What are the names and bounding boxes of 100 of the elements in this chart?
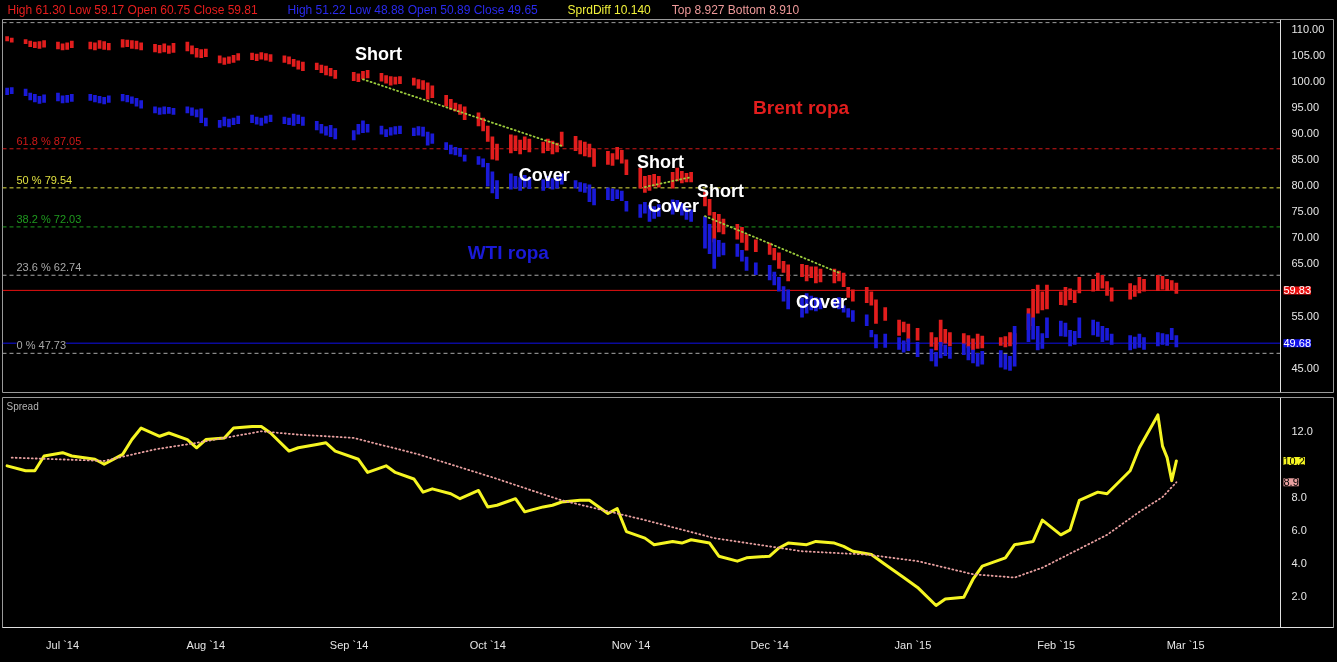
bar bbox=[291, 113, 296, 126]
x-tick-label: Feb `15 bbox=[1037, 638, 1076, 651]
bar bbox=[222, 57, 227, 65]
bar bbox=[430, 85, 435, 99]
bar bbox=[846, 308, 851, 318]
y-tick-label: 110.00 bbox=[1291, 23, 1325, 36]
bar bbox=[430, 133, 435, 144]
annotation: Cover bbox=[795, 291, 848, 312]
bar bbox=[190, 45, 194, 55]
bar bbox=[28, 92, 33, 101]
bar bbox=[735, 223, 740, 240]
bar bbox=[291, 59, 296, 67]
bar bbox=[69, 93, 74, 102]
bar bbox=[1156, 332, 1160, 347]
y-tick-label: 65.00 bbox=[1291, 257, 1320, 270]
ref-line-label: 38.2 % 72.03 bbox=[16, 212, 82, 225]
bar bbox=[254, 53, 259, 62]
bar bbox=[388, 127, 393, 136]
bar bbox=[606, 187, 610, 201]
x-tick-label: Nov `14 bbox=[611, 638, 651, 651]
bar bbox=[236, 115, 241, 125]
bar bbox=[971, 349, 975, 364]
bar bbox=[28, 40, 33, 48]
text: SprdDiff 10.140 bbox=[567, 3, 652, 17]
bar bbox=[153, 43, 157, 53]
bar bbox=[120, 93, 125, 102]
bar bbox=[324, 126, 328, 136]
bar bbox=[162, 43, 167, 53]
y-tick-label: 105.00 bbox=[1291, 49, 1326, 62]
bar bbox=[65, 42, 70, 50]
bar bbox=[324, 65, 328, 76]
line-series bbox=[10, 430, 1178, 579]
bar bbox=[522, 136, 527, 151]
bar bbox=[906, 338, 911, 351]
bar bbox=[592, 148, 596, 167]
bar bbox=[800, 264, 804, 278]
bar bbox=[333, 128, 338, 140]
bar bbox=[444, 142, 449, 151]
x-tick-label: Oct `14 bbox=[469, 638, 506, 651]
text: High 51.22 Low 48.88 Open 50.89 Close 49.65 bbox=[287, 3, 539, 17]
bar bbox=[1132, 336, 1137, 349]
bar bbox=[883, 307, 888, 321]
bar bbox=[125, 39, 130, 48]
bar bbox=[444, 94, 449, 107]
bar bbox=[786, 289, 791, 310]
bar bbox=[259, 117, 264, 126]
annotation: Cover bbox=[518, 164, 570, 185]
x-tick-label: Aug `14 bbox=[186, 638, 226, 651]
bar bbox=[333, 69, 338, 79]
bar bbox=[1008, 332, 1012, 347]
x-tick-label: Mar `15 bbox=[1166, 638, 1205, 651]
y-tick-label: 8.0 bbox=[1291, 491, 1307, 504]
bar bbox=[1142, 337, 1146, 350]
bar bbox=[199, 49, 204, 58]
y-tick-label: 45.00 bbox=[1291, 361, 1320, 374]
y-tick-label: 95.00 bbox=[1291, 101, 1320, 114]
annotation: Short bbox=[696, 181, 744, 202]
bar bbox=[88, 93, 93, 101]
x-tick-label: Jul `14 bbox=[46, 638, 80, 651]
bar bbox=[1169, 280, 1174, 291]
bar bbox=[1058, 291, 1063, 306]
bar bbox=[883, 333, 888, 348]
annotation: 8.9 bbox=[1283, 476, 1299, 489]
bar bbox=[943, 344, 948, 357]
bar bbox=[411, 77, 416, 86]
bar bbox=[236, 53, 241, 61]
bar bbox=[56, 92, 60, 102]
bar bbox=[139, 42, 143, 51]
bar bbox=[592, 188, 596, 206]
y-tick-label: 90.00 bbox=[1291, 127, 1320, 140]
y-tick-label: 55.00 bbox=[1291, 309, 1320, 322]
bar bbox=[425, 82, 430, 100]
text: WTI ropa bbox=[467, 242, 550, 264]
ref-line-label: 59.83 bbox=[1283, 284, 1312, 297]
bar bbox=[190, 107, 194, 116]
text: High 61.30 Low 59.17 Open 60.75 Close 59.81 bbox=[7, 3, 258, 17]
line-series bbox=[5, 413, 1178, 607]
y-tick-label: 4.0 bbox=[1291, 556, 1307, 569]
bar bbox=[971, 338, 975, 351]
bar bbox=[9, 87, 14, 94]
bar bbox=[638, 167, 643, 189]
bar bbox=[425, 131, 430, 146]
bar bbox=[786, 264, 791, 282]
bar bbox=[541, 179, 546, 191]
bar bbox=[578, 140, 583, 155]
bar bbox=[578, 182, 583, 192]
ref-line-label: 49.68 bbox=[1283, 337, 1312, 350]
x-tick-label: Jan `15 bbox=[894, 638, 932, 651]
bar bbox=[864, 314, 869, 326]
bar bbox=[509, 173, 513, 190]
bar bbox=[388, 76, 393, 86]
bar bbox=[638, 204, 643, 218]
bar bbox=[106, 42, 111, 51]
bar bbox=[199, 108, 204, 124]
bar bbox=[980, 335, 985, 349]
bar bbox=[125, 94, 130, 103]
bar bbox=[767, 265, 772, 281]
y-tick-label: 80.00 bbox=[1291, 179, 1320, 192]
bar bbox=[961, 333, 966, 345]
bar bbox=[1156, 274, 1160, 292]
